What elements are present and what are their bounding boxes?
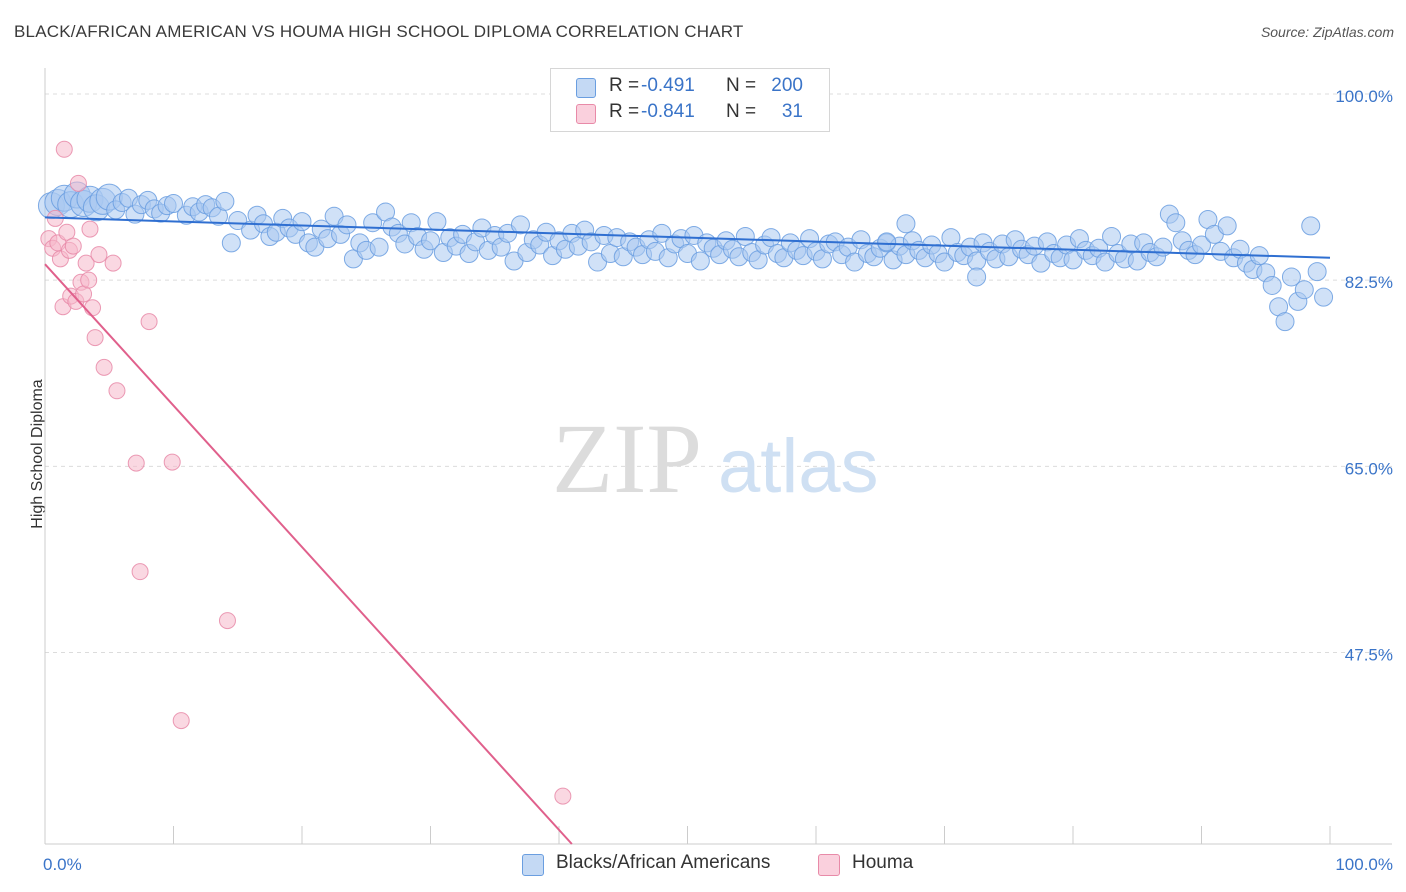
legend-swatch-blue <box>576 78 596 98</box>
point-blacks <box>935 252 954 272</box>
watermark-zip: ZIP <box>552 403 702 514</box>
point-blacks <box>292 212 312 232</box>
point-houma <box>55 140 73 158</box>
grid-lines <box>45 93 1392 653</box>
legend-row-blacks: R = -0.491 N = 200 <box>551 75 829 101</box>
y-tick-label: 65.0% <box>1345 459 1393 478</box>
point-houma <box>95 358 113 376</box>
trend-lines <box>44 216 1331 845</box>
point-houma <box>554 787 572 805</box>
point-houma <box>64 237 82 255</box>
point-houma <box>127 454 145 472</box>
point-houma <box>58 223 76 241</box>
point-blacks <box>510 215 530 235</box>
watermark-atlas: atlas <box>718 424 879 509</box>
series-legend: Blacks/African Americans Houma <box>0 852 1406 878</box>
point-blacks <box>337 215 357 235</box>
watermark: ZIP atlas <box>552 403 879 514</box>
point-blacks <box>690 251 710 271</box>
point-houma <box>163 453 181 471</box>
point-houma <box>104 254 122 272</box>
legend-swatch-pink <box>818 854 840 876</box>
point-blacks <box>1301 216 1321 236</box>
point-blacks <box>1314 287 1334 307</box>
point-houma <box>140 313 158 331</box>
point-houma <box>218 612 236 630</box>
legend-r-value: -0.841 <box>641 101 695 122</box>
point-blacks <box>369 237 389 257</box>
chart-title: BLACK/AFRICAN AMERICAN VS HOUMA HIGH SCH… <box>14 22 744 41</box>
point-blacks <box>1262 275 1282 295</box>
trendline-blacks <box>44 216 1331 259</box>
point-blacks <box>164 194 183 214</box>
legend-n-label: N = <box>726 101 757 122</box>
x-tick-label: 0.0% <box>43 855 82 874</box>
legend-r-label: R = <box>609 75 640 96</box>
point-blacks <box>1307 262 1327 282</box>
tick-labels: 100.0% 82.5% 65.0% 47.5% 0.0% 100.0% <box>43 87 1393 874</box>
legend-n-value: 200 <box>771 75 803 96</box>
point-houma <box>131 563 149 581</box>
point-blacks <box>215 191 235 211</box>
point-houma <box>86 329 104 347</box>
legend-label-blacks: Blacks/African Americans <box>556 852 771 873</box>
point-blacks <box>735 227 755 247</box>
y-tick-label: 100.0% <box>1335 87 1393 106</box>
point-blacks <box>228 211 248 231</box>
source-label: Source: ZipAtlas.com <box>1260 24 1394 40</box>
point-blacks <box>1294 280 1314 300</box>
point-blacks <box>1217 216 1237 236</box>
data-points <box>37 140 1334 805</box>
point-houma <box>90 246 108 264</box>
point-houma <box>84 299 102 317</box>
x-tick-label: 100.0% <box>1335 855 1393 874</box>
legend-swatch-blue <box>522 854 544 876</box>
point-blacks <box>967 267 987 287</box>
point-blacks <box>1063 250 1083 270</box>
point-blacks <box>1166 213 1186 233</box>
point-blacks <box>761 228 781 248</box>
point-blacks <box>421 231 440 251</box>
trendline-houma <box>44 263 573 845</box>
point-blacks <box>1281 267 1301 287</box>
point-blacks <box>896 214 916 234</box>
point-blacks <box>1275 312 1295 332</box>
y-tick-label: 82.5% <box>1345 273 1393 292</box>
point-houma <box>77 254 95 272</box>
point-blacks <box>1031 253 1051 273</box>
legend-r-value: -0.491 <box>641 75 695 96</box>
point-houma <box>172 712 190 730</box>
legend-n-value: 31 <box>781 101 803 122</box>
point-houma <box>69 174 87 192</box>
point-houma <box>80 271 98 289</box>
point-houma <box>81 220 99 238</box>
point-blacks <box>877 232 897 252</box>
point-blacks <box>427 212 447 232</box>
point-blacks <box>1102 227 1122 247</box>
legend-n-label: N = <box>726 75 757 96</box>
legend-swatch-pink <box>576 104 596 124</box>
legend-label-houma: Houma <box>852 852 914 873</box>
y-tick-label: 47.5% <box>1345 646 1393 665</box>
legend-row-houma: R = -0.841 N = 31 <box>551 101 829 127</box>
legend-r-label: R = <box>609 101 640 122</box>
point-blacks <box>221 233 241 253</box>
point-houma <box>108 382 126 400</box>
correlation-legend: R = -0.491 N = 200 R = -0.841 N = 31 <box>550 68 830 132</box>
